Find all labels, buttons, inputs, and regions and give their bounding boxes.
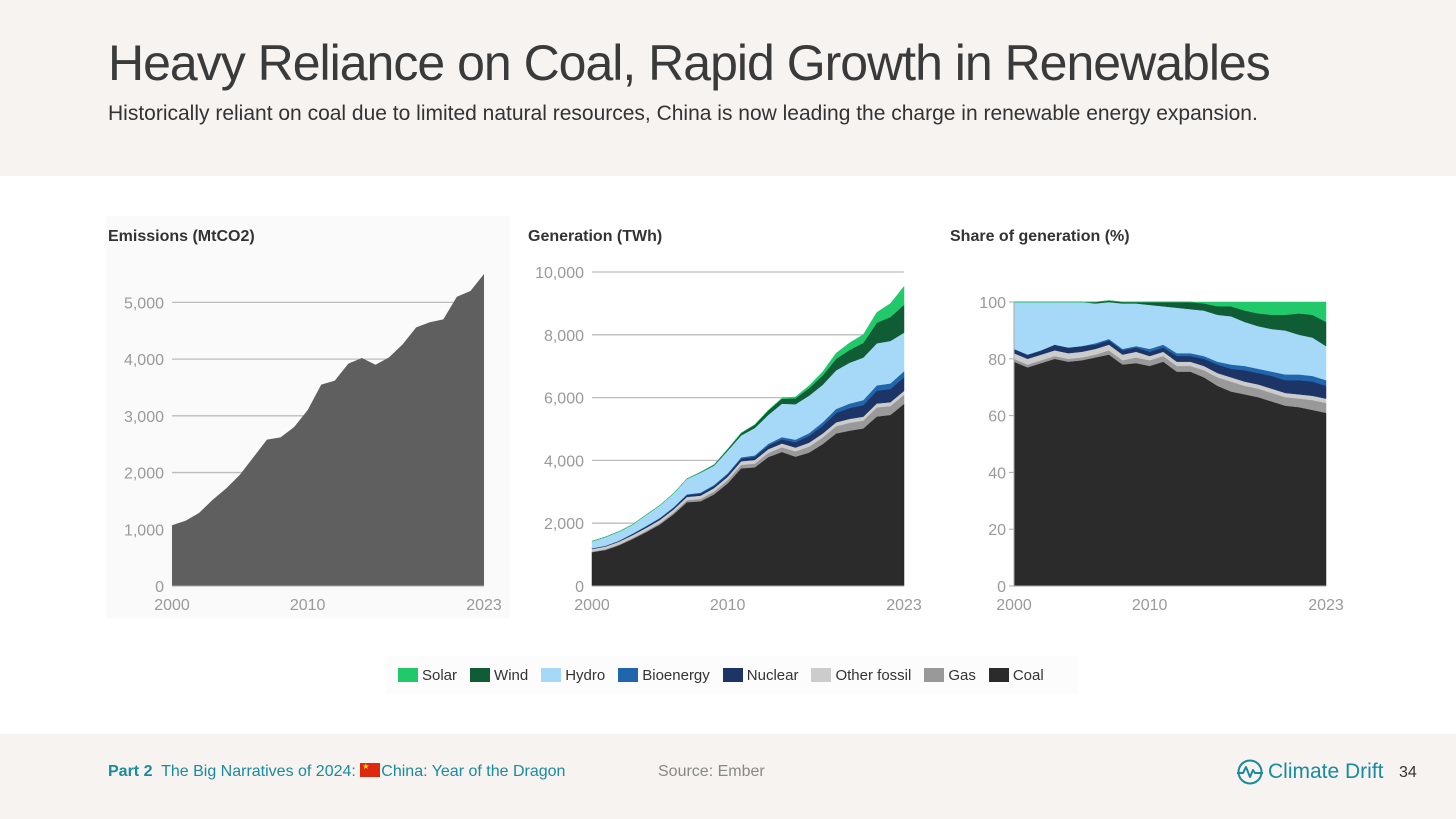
chart-title: Emissions (MtCO2) [108,228,255,245]
part-text: The Big Narratives of 2024: [161,763,361,780]
legend-item-hydro: Hydro [541,667,605,684]
chart-legend: Solar Wind Hydro Bioenergy Nuclear Other foss… [386,656,1078,694]
y-tick-label: 2,000 [544,516,584,533]
climate-drift-logo-icon [1237,759,1263,785]
legend-label: Bioenergy [642,666,710,684]
legend-item-solar: Solar [398,667,457,684]
y-tick-label: 10,000 [535,265,584,282]
emissions-area [172,274,484,586]
y-tick-label: 1,000 [124,522,164,539]
y-tick-label: 0 [155,579,164,596]
generation-chart: Generation (TWh) 0 2,000 4,000 6,000 8,000 10… [526,216,930,618]
legend-swatch [811,668,832,682]
header: Heavy Reliance on Coal, Rapid Growth in … [0,0,1456,176]
chart-title: Generation (TWh) [528,228,663,245]
legend-label: Wind [494,666,529,684]
legend-swatch [722,668,743,682]
brand-logo: Climate Drift [1236,758,1384,786]
x-tick-label: 2023 [1308,597,1344,614]
y-tick-label: 100 [979,295,1006,312]
page-title: Heavy Reliance on Coal, Rapid Growth in … [108,35,1271,91]
x-tick-label: 2000 [996,597,1032,614]
y-tick-label: 20 [988,522,1006,539]
y-tick-label: 3,000 [124,409,164,426]
y-tick-label: 5,000 [124,295,164,312]
x-tick-label: 2010 [290,597,326,614]
y-tick-label: 2,000 [124,466,164,483]
legend-swatch [924,668,945,682]
part-label: Part 2 [108,763,153,780]
y-tick-label: 40 [988,465,1006,482]
footer: Part 2 The Big Narratives of 2024: China… [0,734,1456,819]
x-tick-label: 2000 [574,597,610,614]
legend-label: Coal [1012,666,1044,684]
legend-label: Solar [422,666,458,684]
chapter-title: China: Year of the Dragon [381,763,566,780]
legend-item-wind: Wind [470,667,528,684]
emissions-chart-svg: 0 1,000 2,000 3,000 4,000 5,000 2000 2010 2023 [106,216,510,618]
legend-label: Hydro [565,666,606,684]
x-tick-label: 2023 [466,597,502,614]
footer-breadcrumb[interactable]: Part 2 The Big Narratives of 2024: China… [108,763,565,781]
x-tick-label: 2010 [710,597,746,614]
y-tick-label: 0 [575,579,584,596]
share-chart: Share of generation (%) 0 20 40 60 80 100 2000… [948,216,1352,618]
legend-item-bioenergy: Bioenergy [618,667,710,684]
page-subtitle: Historically reliant on coal due to limi… [108,102,1258,125]
y-tick-label: 80 [988,352,1006,369]
share-chart-svg: 0 20 40 60 80 100 2000 2010 2023 [948,216,1352,618]
y-tick-label: 8,000 [544,328,584,345]
y-tick-label: 60 [988,409,1006,426]
china-flag-icon [360,763,381,777]
source-note: Source: Ember [658,763,765,780]
page-number: 34 [1399,764,1417,781]
x-tick-label: 2010 [1132,597,1168,614]
legend-item-coal: Coal [988,666,1044,684]
y-tick-label: 4,000 [124,352,164,369]
y-tick-label: 6,000 [544,391,584,408]
y-tick-label: 0 [997,579,1006,596]
legend-swatch [541,668,562,682]
legend-swatch [988,668,1009,682]
legend-label: Other fossil [835,666,912,684]
generation-chart-svg: 0 2,000 4,000 6,000 8,000 10,000 2000 2010 2023 [526,216,930,618]
x-tick-label: 2023 [886,597,922,614]
legend-item-nuclear: Nuclear [722,666,799,684]
legend-swatch [618,668,639,682]
legend-item-other-fossil: Other fossil [811,667,911,684]
chart-title: Share of generation (%) [950,228,1130,245]
legend-label: Nuclear [746,666,799,684]
legend-label: Gas [948,666,976,684]
emissions-chart: Emissions (MtCO2) 0 1,000 2,000 3,000 4,000 5… [106,216,510,618]
area-solar [1014,300,1327,323]
y-tick-label: 4,000 [544,453,584,470]
area-solar [591,285,905,542]
x-tick-label: 2000 [154,597,190,614]
legend-swatch [470,668,491,682]
legend-swatch [398,668,418,682]
brand-name: Climate Drift [1268,760,1384,783]
legend-item-gas: Gas [924,667,976,684]
